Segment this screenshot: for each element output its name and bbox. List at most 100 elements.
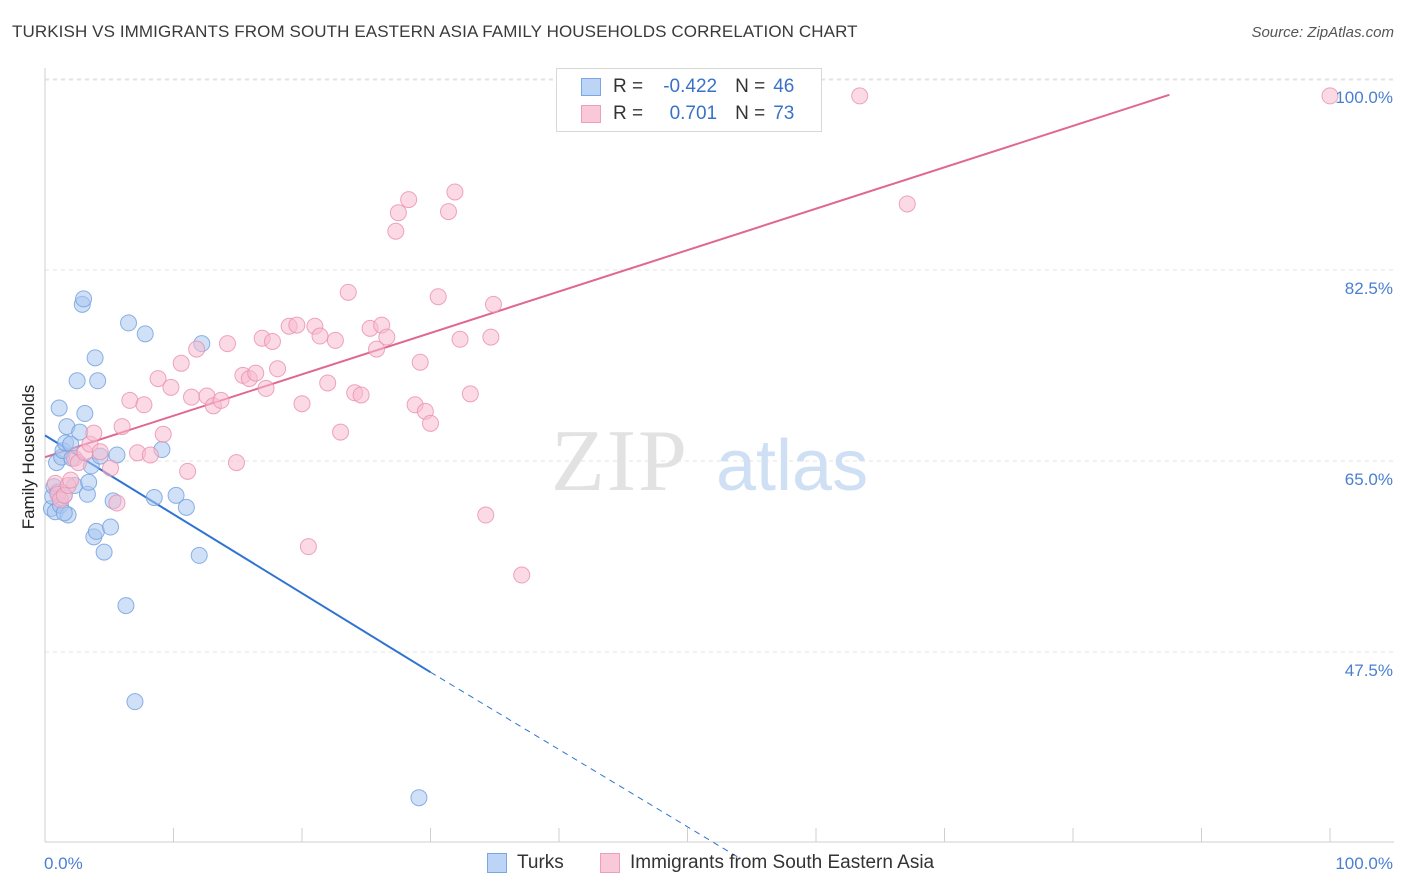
point-sea: [102, 459, 120, 477]
legend-row-turks: R = -0.422 N = 46: [581, 75, 794, 99]
point-sea: [293, 395, 311, 413]
point-sea: [311, 327, 329, 345]
point-sea: [482, 328, 500, 346]
point-sea: [439, 203, 457, 221]
trend-line-sea: [44, 93, 1170, 459]
stats-legend: R = -0.422 N = 46 R = 0.701 N = 73: [556, 68, 822, 132]
point-sea: [352, 386, 370, 404]
point-turks: [136, 325, 154, 343]
x-tick-label: 0.0%: [44, 854, 83, 873]
legend-label-turks: Turks: [517, 852, 564, 873]
point-sea: [461, 385, 479, 403]
point-sea: [227, 454, 245, 472]
point-sea: [513, 566, 531, 584]
watermark-zip: ZIP: [551, 413, 689, 510]
point-sea: [898, 195, 916, 213]
point-turks: [80, 473, 98, 491]
point-sea: [85, 424, 103, 442]
chart-title: TURKISH VS IMMIGRANTS FROM SOUTH EASTERN…: [12, 22, 858, 41]
point-turks: [167, 486, 185, 504]
point-turks: [86, 349, 104, 367]
point-turks: [120, 314, 138, 332]
point-sea: [182, 388, 200, 406]
legend-r-value: 0.701: [669, 103, 718, 124]
point-sea: [218, 335, 236, 353]
point-sea: [389, 204, 407, 222]
legend-swatch-sea: [600, 853, 620, 873]
point-turks: [50, 399, 68, 417]
grid-lines: [45, 78, 1394, 653]
point-turks: [75, 290, 93, 308]
point-sea: [288, 316, 306, 334]
legend-n-value: 46: [773, 76, 795, 97]
point-sea: [451, 330, 469, 348]
watermark: ZIP atlas: [551, 413, 868, 510]
point-turks: [145, 489, 163, 507]
point-turks: [117, 597, 135, 615]
point-sea: [400, 191, 418, 209]
point-turks: [89, 372, 107, 390]
point-sea: [387, 222, 405, 240]
point-sea: [162, 378, 180, 396]
watermark-atlas: atlas: [716, 426, 868, 506]
point-sea: [135, 396, 153, 414]
legend-label-sea: Immigrants from South Eastern Asia: [630, 852, 935, 873]
point-sea: [429, 288, 447, 306]
legend-swatch-sea: [581, 105, 601, 123]
point-sea: [113, 418, 131, 436]
point-turks: [177, 498, 195, 516]
point-sea: [121, 391, 139, 409]
series-legend: Turks Immigrants from South Eastern Asia: [0, 852, 1406, 878]
point-turks: [87, 522, 105, 540]
point-sea: [269, 360, 287, 378]
point-sea: [332, 423, 350, 441]
legend-item-sea[interactable]: Immigrants from South Eastern Asia: [600, 852, 934, 874]
point-sea: [263, 332, 281, 350]
legend-n-label: N =: [735, 76, 766, 97]
point-sea: [477, 506, 495, 524]
point-sea: [446, 183, 464, 201]
legend-n-label: N =: [735, 103, 766, 124]
point-sea: [484, 295, 502, 313]
point-sea: [326, 331, 344, 349]
point-sea: [247, 364, 265, 382]
trend-line-turks-extension: [430, 671, 740, 859]
point-sea: [188, 340, 206, 358]
point-sea: [299, 538, 317, 556]
point-sea: [172, 354, 190, 372]
point-sea: [141, 446, 159, 464]
legend-swatch-turks: [487, 853, 507, 873]
legend-row-sea: R = 0.701 N = 73: [581, 102, 794, 126]
legend-swatch-turks: [581, 78, 601, 96]
point-turks: [410, 789, 428, 807]
point-sea: [149, 370, 167, 388]
point-turks: [190, 546, 208, 564]
point-turks: [102, 518, 120, 536]
source-label: Source: ZipAtlas.com: [1251, 24, 1394, 41]
point-sea: [91, 443, 109, 461]
point-turks: [68, 372, 86, 390]
point-sea: [319, 374, 337, 392]
point-turks: [95, 543, 113, 561]
point-sea: [179, 462, 197, 480]
legend-r-value: -0.422: [663, 76, 718, 97]
y-tick-label: 82.5%: [1345, 279, 1393, 298]
point-sea: [108, 494, 126, 512]
point-sea: [851, 87, 869, 105]
legend-n-value: 73: [773, 103, 795, 124]
point-sea: [257, 379, 275, 397]
tick-labels: 47.5% 65.0% 82.5% 100.0% 0.0% 100.0%: [44, 88, 1393, 873]
point-sea: [62, 471, 80, 489]
y-tick-label: 47.5%: [1345, 661, 1393, 680]
axes: [44, 68, 1394, 843]
data-points: [42, 87, 1339, 807]
legend-r-label: R =: [613, 103, 644, 124]
point-sea: [422, 414, 439, 432]
y-axis-label: Family Households: [19, 385, 38, 530]
point-sea: [368, 340, 386, 358]
point-sea: [1321, 87, 1339, 105]
point-sea: [339, 283, 357, 301]
legend-item-turks[interactable]: Turks: [487, 852, 564, 874]
point-turks: [76, 405, 94, 423]
